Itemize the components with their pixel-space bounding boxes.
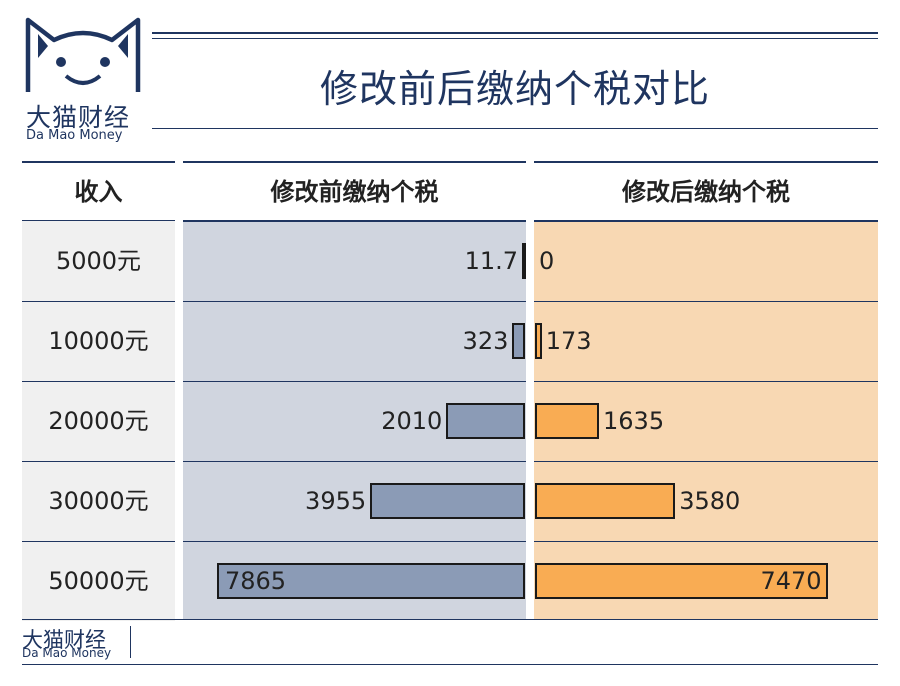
- income-cell-bg: [22, 541, 175, 621]
- row-separator: [22, 301, 175, 302]
- bar-before: [446, 403, 525, 439]
- value-label-after: 1635: [603, 407, 665, 435]
- header-bottom-rule: [152, 128, 878, 129]
- footer-brand-en: Da Mao Money: [22, 646, 112, 660]
- row-separator: [22, 381, 175, 382]
- income-cell-bg: [22, 221, 175, 301]
- value-label-before: 2010: [381, 407, 443, 435]
- row-separator: [534, 541, 878, 542]
- chart-title: 修改前后缴纳个税对比: [319, 67, 710, 111]
- brand-name-en: Da Mao Money: [26, 128, 123, 143]
- row-separator: [534, 381, 878, 382]
- header-top-rule: [152, 32, 878, 34]
- income-label: 5000元: [55, 247, 142, 275]
- header-income: 收入: [74, 178, 123, 206]
- income-label: 30000元: [48, 487, 149, 515]
- header-before: 修改前缴纳个税: [270, 178, 439, 206]
- table-top-rule-after: [534, 161, 878, 163]
- bar-after: [535, 483, 676, 519]
- bar-before: [512, 323, 525, 359]
- income-cell-bg: [22, 461, 175, 541]
- brand-name-cn: 大猫财经: [26, 103, 131, 132]
- table-top-rule-income: [22, 161, 175, 163]
- row-separator: [183, 301, 526, 302]
- row-separator: [183, 461, 526, 462]
- header-after: 修改后缴纳个税: [622, 178, 790, 206]
- footer-divider: [130, 626, 131, 658]
- value-label-before: 7865: [225, 567, 287, 595]
- row-separator: [534, 461, 878, 462]
- bar-before: [217, 563, 525, 599]
- income-cell-bg: [22, 381, 175, 461]
- bar-after: [535, 563, 828, 599]
- income-label: 50000元: [48, 567, 149, 595]
- value-label-after: 173: [545, 327, 592, 355]
- table-header-rule-before: [183, 220, 526, 222]
- value-label-before: 11.7: [464, 247, 518, 275]
- row-separator: [22, 541, 175, 542]
- footer-top-rule: [22, 619, 878, 620]
- row-separator: [183, 541, 526, 542]
- bar-before: [522, 243, 526, 279]
- cat-logo-icon: [25, 17, 141, 92]
- value-label-after: 7470: [760, 567, 822, 595]
- bar-after: [535, 323, 542, 359]
- income-label: 20000元: [48, 407, 149, 435]
- table-header-rule-after: [534, 220, 878, 222]
- bar-before: [370, 483, 525, 519]
- table-top-rule-before: [183, 161, 526, 163]
- footer-bottom-rule: [22, 664, 878, 665]
- header-top-rule-thin: [152, 38, 878, 39]
- bar-after: [535, 403, 600, 439]
- value-label-before: 323: [462, 327, 509, 355]
- income-cell-bg: [22, 301, 175, 381]
- row-separator: [534, 301, 878, 302]
- value-label-before: 3955: [305, 487, 367, 515]
- value-label-after: 3580: [679, 487, 741, 515]
- row-separator: [183, 381, 526, 382]
- footer-brand-cn: 大猫财经: [22, 628, 106, 652]
- income-label: 10000元: [48, 327, 149, 355]
- value-label-after: 0: [539, 247, 555, 275]
- row-separator: [22, 461, 175, 462]
